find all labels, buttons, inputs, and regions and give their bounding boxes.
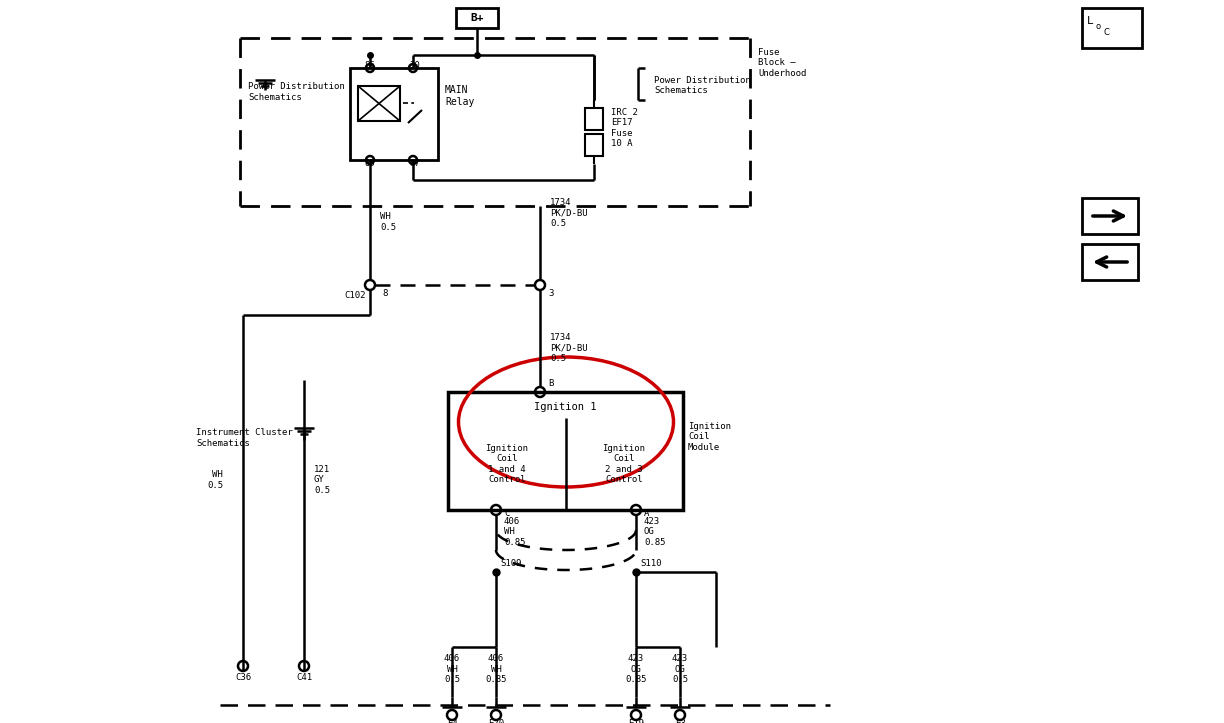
Text: A: A bbox=[644, 510, 650, 518]
Text: Ignition
Coil
2 and 3
Control: Ignition Coil 2 and 3 Control bbox=[602, 444, 645, 484]
Text: MAIN
Relay: MAIN Relay bbox=[446, 85, 475, 106]
Text: B+: B+ bbox=[470, 13, 483, 23]
Bar bbox=[585, 134, 603, 156]
Text: 423
OG
0.85: 423 OG 0.85 bbox=[644, 517, 666, 547]
Text: Ignition
Coil
1 and 4
Control: Ignition Coil 1 and 4 Control bbox=[486, 444, 529, 484]
Bar bbox=[585, 108, 603, 130]
Text: C: C bbox=[1104, 28, 1110, 37]
Text: WH
0.5: WH 0.5 bbox=[379, 213, 397, 231]
Text: Power Distribution
Schematics: Power Distribution Schematics bbox=[654, 76, 750, 95]
Text: 406
WH
0.85: 406 WH 0.85 bbox=[504, 517, 525, 547]
Text: C41: C41 bbox=[296, 674, 312, 683]
Bar bbox=[1082, 198, 1138, 234]
Text: 423
OG
0.85: 423 OG 0.85 bbox=[625, 654, 646, 684]
Text: 1734
PK/D-BU
0.5: 1734 PK/D-BU 0.5 bbox=[550, 333, 588, 363]
Text: 3: 3 bbox=[548, 289, 553, 299]
Text: L: L bbox=[1087, 16, 1093, 26]
Text: Ignition 1: Ignition 1 bbox=[534, 402, 596, 412]
Text: E4: E4 bbox=[447, 719, 458, 723]
Text: Ignition
Coil
Module: Ignition Coil Module bbox=[688, 422, 731, 452]
Text: IRC 2
EF17
Fuse
10 A: IRC 2 EF17 Fuse 10 A bbox=[611, 108, 638, 148]
Text: 1734
PK/D-BU
0.5: 1734 PK/D-BU 0.5 bbox=[550, 198, 588, 228]
Text: E20: E20 bbox=[488, 719, 504, 723]
Bar bbox=[1082, 8, 1142, 48]
Text: 423
OG
0.5: 423 OG 0.5 bbox=[672, 654, 688, 684]
Text: 30: 30 bbox=[410, 61, 420, 69]
Text: 121
GY
0.5: 121 GY 0.5 bbox=[315, 465, 330, 495]
Text: o: o bbox=[1095, 22, 1102, 31]
Text: Instrument Cluster
Schematics: Instrument Cluster Schematics bbox=[196, 428, 293, 448]
Text: 8: 8 bbox=[382, 289, 387, 299]
Bar bbox=[457, 8, 498, 28]
Text: WH
0.5: WH 0.5 bbox=[207, 470, 223, 489]
Text: 87: 87 bbox=[410, 158, 420, 168]
Text: E3: E3 bbox=[674, 719, 685, 723]
Text: 86: 86 bbox=[365, 61, 376, 69]
Text: S109: S109 bbox=[499, 560, 521, 568]
Text: S110: S110 bbox=[640, 560, 661, 568]
Text: 406
WH
0.5: 406 WH 0.5 bbox=[444, 654, 460, 684]
Text: Power Distribution
Schematics: Power Distribution Schematics bbox=[248, 82, 345, 102]
Bar bbox=[1082, 244, 1138, 280]
Text: B: B bbox=[548, 380, 553, 388]
Text: C102: C102 bbox=[344, 291, 366, 299]
Text: E19: E19 bbox=[628, 719, 644, 723]
Bar bbox=[357, 86, 400, 121]
Text: 406
WH
0.85: 406 WH 0.85 bbox=[485, 654, 507, 684]
Bar bbox=[448, 392, 683, 510]
Bar bbox=[350, 68, 438, 160]
Text: C: C bbox=[504, 510, 509, 518]
Text: C36: C36 bbox=[235, 674, 251, 683]
Text: Fuse
Block –
Underhood: Fuse Block – Underhood bbox=[758, 48, 807, 78]
Text: 85: 85 bbox=[365, 158, 376, 168]
